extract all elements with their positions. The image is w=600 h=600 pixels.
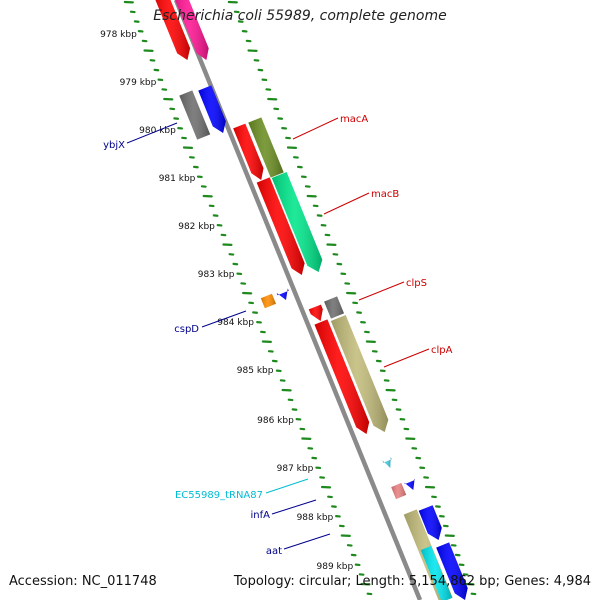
cds-feature-blue: [436, 542, 468, 600]
cds-feature-aat: [418, 505, 442, 540]
gene-label-leader: [358, 281, 405, 301]
gene-label-leader: [283, 533, 331, 550]
gene-label-ec55989-trna87[interactable]: EC55989_tRNA87: [175, 490, 263, 501]
gene-label-ybjx[interactable]: ybjX: [103, 140, 125, 151]
gene-label-leader: [271, 499, 317, 515]
topology-text: Topology: circular: [233, 574, 347, 589]
cds-feature-blue: [276, 288, 289, 300]
scale-ticks-plus: [227, 0, 477, 596]
scale-tick-label: 983 kbp: [198, 270, 235, 280]
accession-text: Accession: NC_011748: [9, 574, 157, 589]
cds-feature-spring: [271, 172, 323, 272]
gene-label-leader: [201, 310, 247, 328]
cds-feature-ybjX: [179, 90, 211, 140]
scale-tick-label: 978 kbp: [100, 30, 137, 40]
gene-label-leader: [292, 117, 339, 140]
gene-label-leader: [126, 122, 178, 144]
scale-tick-label: 989 kbp: [317, 562, 354, 572]
scale-tick-label: 985 kbp: [237, 366, 274, 376]
gene-label-macb[interactable]: macB: [371, 189, 399, 200]
genome-title: Escherichia coli 55989, complete genome: [153, 8, 447, 24]
cds-feature-blue: [198, 85, 226, 133]
gene-label-leader: [265, 478, 309, 494]
scale-tick-label: 986 kbp: [257, 416, 294, 426]
cds-feature-khaki: [330, 315, 389, 432]
cds-feature-olive: [248, 117, 284, 178]
gene-label-infa[interactable]: infA: [251, 510, 271, 521]
genome-stats: Topology: circularLength: 5,154,862 bpGe…: [234, 574, 591, 589]
genes-count-text: Genes: 4,984: [496, 574, 591, 589]
cds-feature-pink: [391, 482, 407, 500]
gene-labels: ybjX cspD EC55989_tRNA87 infA aat macA macB clp…: [103, 114, 453, 557]
gene-label-cspd[interactable]: cspD: [174, 324, 199, 335]
cds-feature-red: [155, 0, 191, 60]
cds-feature-macA: [233, 123, 264, 180]
cds-feature-cyan: [420, 545, 453, 600]
cds-feature-gray: [324, 296, 344, 319]
cds-feature-macB: [256, 177, 305, 275]
cds-feature-infA: [404, 478, 416, 490]
cds-feature-cspD: [260, 293, 276, 309]
length-text: Length: 5,154,862 bp: [347, 574, 496, 589]
scale-tick-label: 979 kbp: [120, 78, 157, 88]
scale-tick-label: 988 kbp: [297, 513, 334, 523]
cds-feature-clpA: [314, 319, 370, 434]
gene-label-clpa[interactable]: clpA: [431, 345, 453, 356]
gene-label-maca[interactable]: macA: [340, 114, 368, 125]
gene-label-leader: [323, 192, 370, 215]
scale-tick-label: 984 kbp: [217, 318, 254, 328]
scale-tick-label: 981 kbp: [159, 174, 196, 184]
gene-label-clps[interactable]: clpS: [406, 278, 427, 289]
gene-label-leader: [383, 348, 430, 368]
cds-feature-clpS: [308, 304, 323, 321]
gene-label-aat[interactable]: aat: [266, 546, 282, 557]
gene-features: [155, 0, 468, 600]
cds-feature-magenta: [174, 0, 209, 60]
scale-tick-label: 987 kbp: [277, 464, 314, 474]
trna-feature: [382, 457, 392, 468]
scale-tick-label: 982 kbp: [178, 222, 215, 232]
